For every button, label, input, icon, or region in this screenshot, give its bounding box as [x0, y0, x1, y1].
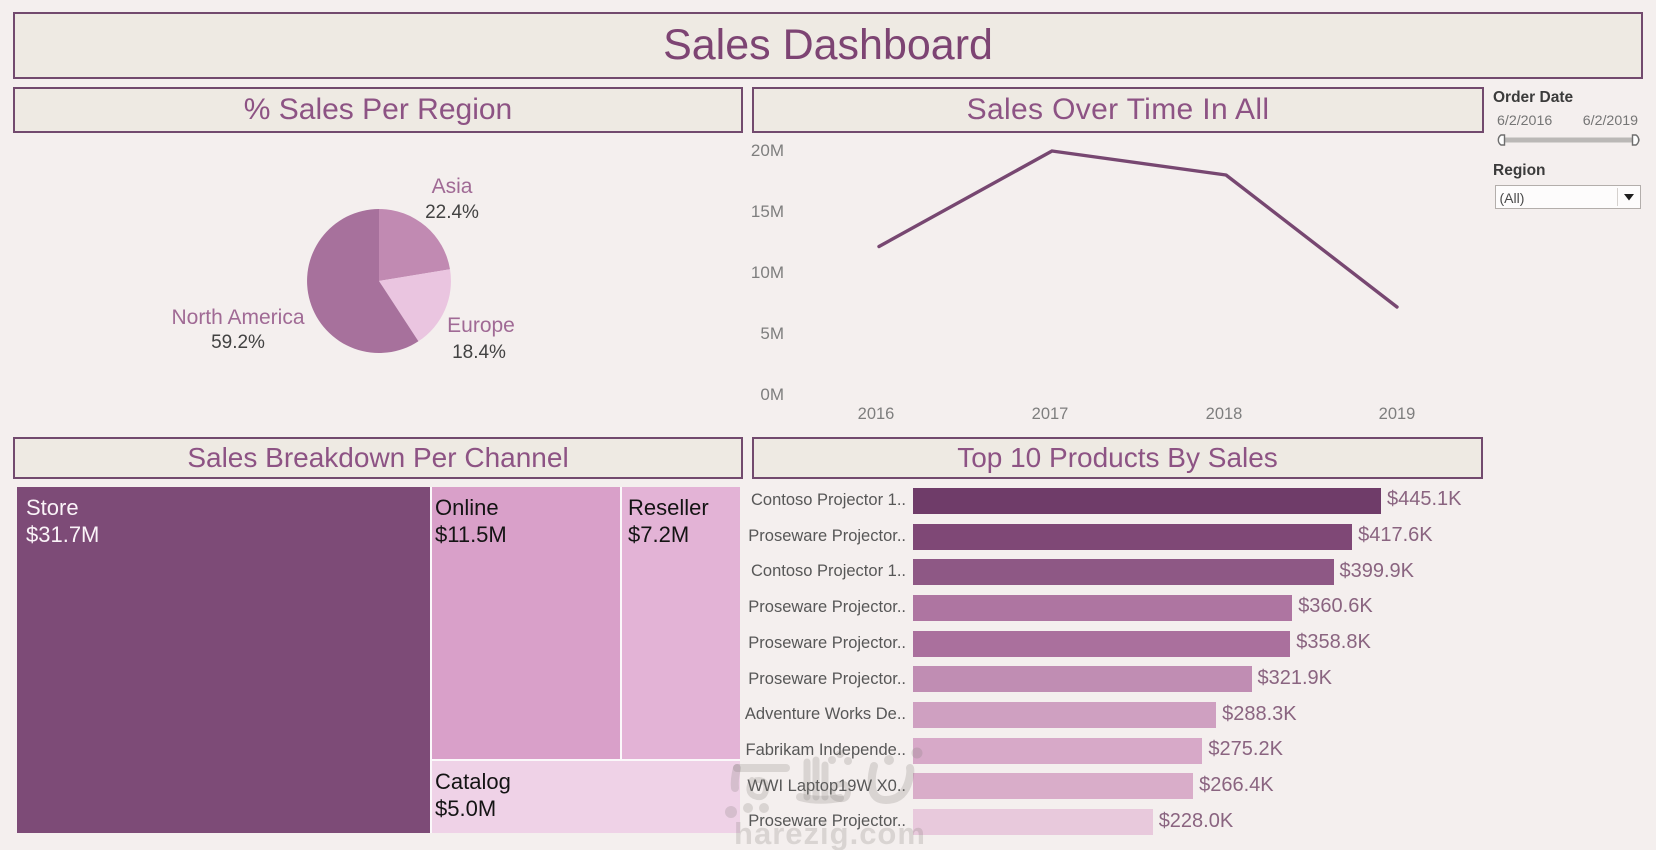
- svg-text:harezig.com: harezig.com: [734, 816, 926, 850]
